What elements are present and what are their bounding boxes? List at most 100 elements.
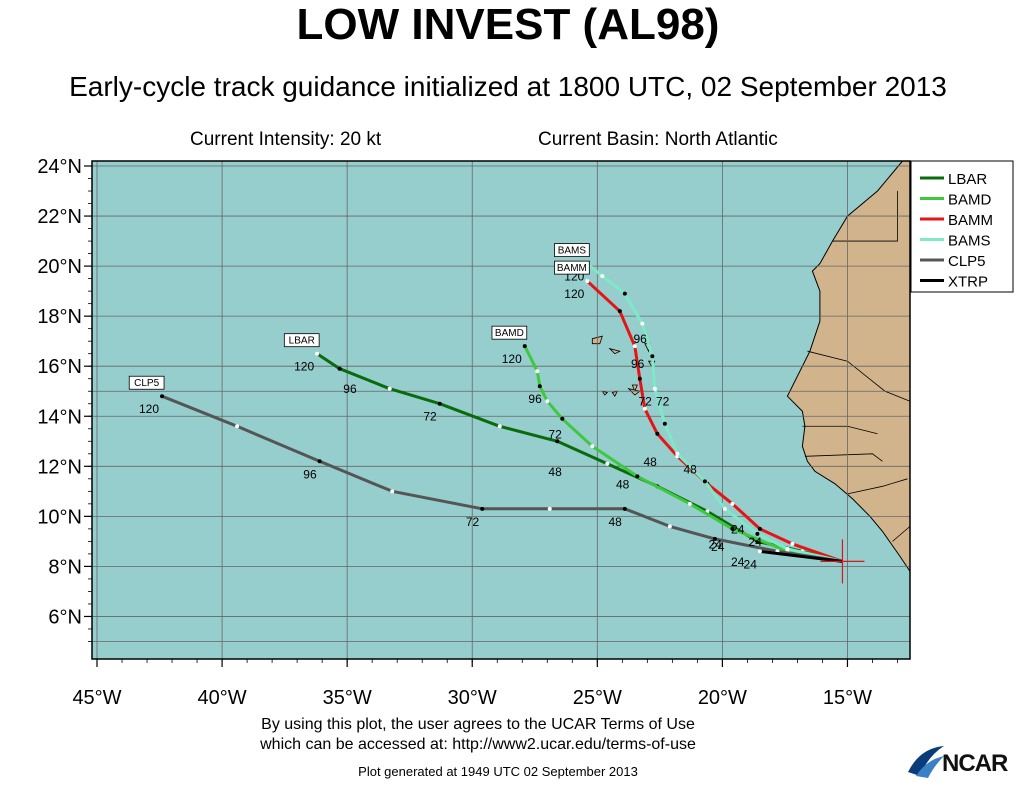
track-point [390,489,395,494]
track-point [790,541,795,546]
model-box [554,260,590,275]
island [611,390,619,397]
page-title: LOW INVEST (AL98) [296,0,720,49]
y-tick-label: 8°N [48,556,82,578]
border-line [892,526,911,542]
legend-box [910,160,1014,293]
legend-label-lbar: LBAR [948,171,987,188]
plot-frame [91,160,911,660]
track-point [722,506,727,511]
tau-label: 24 [731,522,745,536]
track-point [600,274,605,279]
track-point [675,451,680,456]
y-tick-label: 6°N [48,606,82,628]
track-point [757,549,762,554]
y-tick-label: 12°N [37,456,82,478]
tau-label: 24 [731,555,745,569]
track-point [655,431,660,436]
tau-label: 24 [749,535,763,549]
track-point [437,401,442,406]
track-point [642,406,647,411]
y-tick-label: 14°N [37,406,82,428]
tau-label: 120 [502,352,522,366]
track-point [522,344,527,349]
tau-label: 96 [631,357,645,371]
model-box-label: BAMS [558,246,587,257]
y-tick-label: 20°N [37,256,82,278]
tau-label: 24 [744,557,758,571]
track-point [590,444,595,449]
y-tick-label: 22°N [37,206,82,228]
x-tick-label: 40°W [198,687,247,709]
tau-label: 48 [616,477,630,491]
track-point [555,439,560,444]
legend-label-xtrp: XTRP [948,274,988,291]
track-point [480,506,485,511]
track-point [547,506,552,511]
y-tick-label: 18°N [37,306,82,328]
track-point [730,526,735,531]
track-point [605,461,610,466]
track-point [755,531,760,536]
island [601,390,609,396]
tau-label: 96 [528,392,542,406]
generated-note: Plot generated at 1949 UTC 02 September … [358,764,638,779]
x-tick-label: 45°W [72,687,121,709]
x-tick-label: 30°W [448,687,497,709]
ncar-swoosh-icon [908,746,944,778]
tau-label: 72 [466,515,480,529]
model-box-label: LBAR [289,336,315,347]
track-point [712,536,717,541]
current-basin: Current Basin: North Atlantic [538,129,778,150]
page-subtitle: Early-cycle track guidance initialized a… [69,71,947,102]
track-point [235,424,240,429]
tau-label: 72 [638,395,652,409]
track-point [160,394,165,399]
ncar-logo: NCAR [906,742,1016,780]
border-line [804,453,883,462]
model-box-label: BAMD [495,328,524,339]
legend-label-bams: BAMS [948,233,991,250]
track-point [315,351,320,356]
tau-label: 24 [709,537,723,551]
x-tick-label: 20°W [698,687,747,709]
island [608,347,621,355]
border-line [847,478,908,495]
tau-label: 24 [711,540,725,554]
tau-label: 48 [608,515,622,529]
model-box [554,243,590,258]
track-point [560,416,565,421]
tau-label: 96 [303,467,317,481]
track-point [545,399,550,404]
track-point [337,366,342,371]
track-point [317,459,322,464]
track-xtrp [759,549,843,563]
x-tick-label: 35°W [323,687,372,709]
legend: LBAR BAMD BAMM BAMS CLP5 XTRP [910,160,1014,293]
tau-label: 72 [656,395,670,409]
model-box-label: CLP5 [134,378,159,389]
border-line [807,350,911,402]
legend-label-bamm: BAMM [948,212,993,229]
tau-label: 120 [564,287,584,301]
track-point [622,506,627,511]
track-point [585,279,590,284]
track-point [622,291,627,296]
track-point [650,354,655,359]
track-point [617,309,622,314]
track-point [785,546,790,551]
track-point [687,501,692,506]
legend-label-bamd: BAMD [948,192,992,209]
y-tick-label: 24°N [37,156,82,178]
island [631,384,638,393]
current-intensity: Current Intensity: 20 kt [190,129,382,150]
tau-label: 96 [343,382,357,396]
track-point [640,321,645,326]
tau-label: 120 [294,360,314,374]
x-tick-label: 15°W [823,687,872,709]
model-box [128,375,165,390]
track-point [632,344,637,349]
model-box-label: BAMM [557,263,587,274]
tau-label: 96 [633,332,647,346]
